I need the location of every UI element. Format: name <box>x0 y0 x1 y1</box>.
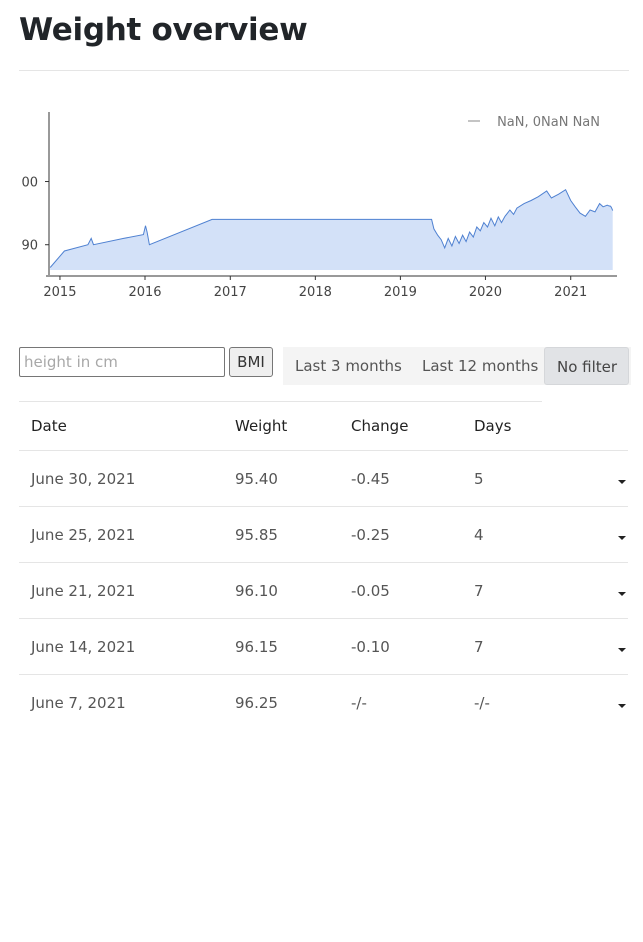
caret-down-icon[interactable] <box>618 703 626 708</box>
header-change: Change <box>339 402 462 451</box>
caret-down-icon[interactable] <box>618 591 626 596</box>
filter-last-3-months-button[interactable]: Last 3 months <box>295 357 402 375</box>
cell-change: -0.45 <box>339 450 462 507</box>
x-tick-label: 2016 <box>128 285 161 300</box>
cell-actions <box>570 506 628 563</box>
cell-actions <box>570 618 628 675</box>
cell-weight: 95.85 <box>223 506 339 563</box>
cell-weight: 96.15 <box>223 618 339 675</box>
cell-days: 7 <box>462 562 570 619</box>
cell-change: -0.10 <box>339 618 462 675</box>
cell-days: 7 <box>462 618 570 675</box>
table-divider <box>19 401 542 402</box>
height-input[interactable] <box>19 347 225 377</box>
table-row: June 14, 2021 96.15 -0.10 7 <box>19 618 628 675</box>
caret-down-icon[interactable] <box>618 479 626 484</box>
header-actions <box>570 402 628 451</box>
y-tick-label: 90 <box>21 239 38 254</box>
legend-label: NaN, 0NaN NaN <box>497 115 600 130</box>
weight-table: Date Weight Change Days June 30, 2021 95… <box>19 402 628 730</box>
cell-weight: 96.25 <box>235 693 278 712</box>
cell-date: June 30, 2021 <box>19 450 223 507</box>
filter-last-12-months-button[interactable]: Last 12 months <box>422 357 539 375</box>
weight-chart: 2015 2016 2017 2018 2019 2020 2021 90 00 NaN, 0N… <box>21 112 617 300</box>
series-line-0 <box>49 188 614 268</box>
cell-weight: 96.10 <box>223 562 339 619</box>
page-title: Weight overview <box>19 12 308 48</box>
y-tick-label: 00 <box>21 176 38 191</box>
date-filter-group: Last 3 months Last 12 months No filter <box>283 347 631 385</box>
cell-change: -0.05 <box>339 562 462 619</box>
header-date: Date <box>19 402 223 451</box>
x-tick-label: 2015 <box>43 285 76 300</box>
cell-days: 5 <box>462 450 570 507</box>
cell-date: June 14, 2021 <box>19 618 223 675</box>
title-divider <box>19 70 629 71</box>
table-row: June 25, 2021 95.85 -0.25 4 <box>19 506 628 563</box>
table-row: June 21, 2021 96.10 -0.05 7 <box>19 562 628 619</box>
cell-change: -/- <box>351 693 367 712</box>
table-row: June 7, 2021 96.25 -/- -/- <box>19 675 628 731</box>
cell-days: 4 <box>462 506 570 563</box>
cell-actions <box>570 562 628 619</box>
cell-date: June 7, 2021 <box>31 693 126 712</box>
filter-no-filter-button[interactable]: No filter <box>544 347 629 385</box>
cell-days: -/- <box>474 693 490 712</box>
x-tick-label: 2021 <box>554 285 587 300</box>
bmi-button[interactable]: BMI <box>229 347 273 377</box>
cell-weight: 95.40 <box>223 450 339 507</box>
x-tick-label: 2018 <box>299 285 332 300</box>
x-tick-label: 2017 <box>214 285 247 300</box>
cell-actions <box>570 450 628 507</box>
table-header-row: Date Weight Change Days <box>19 402 628 451</box>
series-area-0 <box>50 189 613 270</box>
x-tick-label: 2020 <box>469 285 502 300</box>
x-tick-label: 2019 <box>384 285 417 300</box>
cell-date: June 25, 2021 <box>19 506 223 563</box>
caret-down-icon[interactable] <box>618 535 626 540</box>
cell-change: -0.25 <box>339 506 462 563</box>
table-row: June 30, 2021 95.40 -0.45 5 <box>19 450 628 507</box>
header-days: Days <box>462 402 570 451</box>
cell-date: June 21, 2021 <box>19 562 223 619</box>
caret-down-icon[interactable] <box>618 647 626 652</box>
chart-legend: NaN, 0NaN NaN <box>468 115 600 130</box>
cell-actions <box>570 675 628 731</box>
header-weight: Weight <box>223 402 339 451</box>
